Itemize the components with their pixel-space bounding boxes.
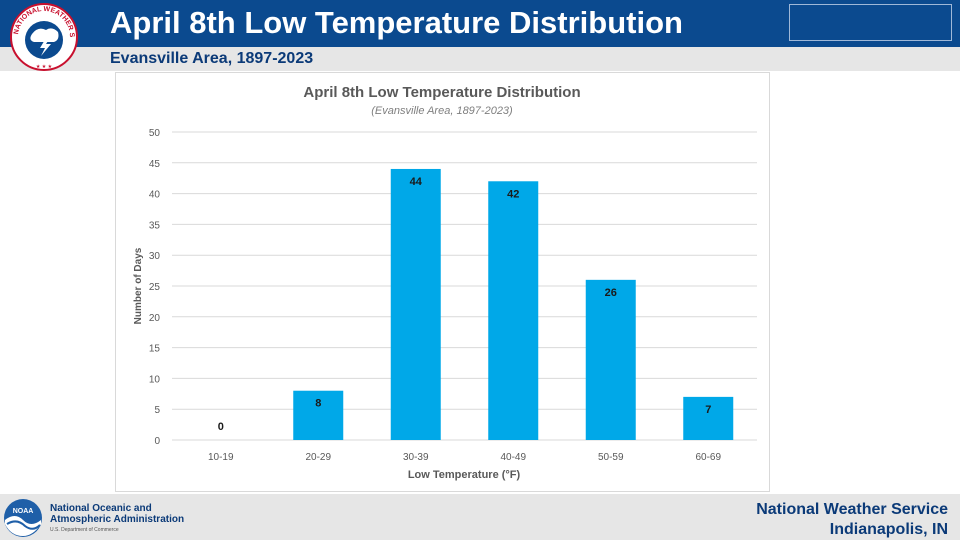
- y-tick-label: 30: [149, 251, 161, 262]
- y-tick-label: 25: [149, 282, 161, 293]
- footer-bar: [0, 494, 960, 540]
- bar: [585, 279, 636, 440]
- x-tick-label: 50-59: [598, 452, 624, 463]
- agency-line-1: National Oceanic and: [50, 503, 152, 514]
- y-tick-label: 35: [149, 220, 161, 231]
- page-subtitle: Evansville Area, 1897-2023: [110, 50, 314, 67]
- x-tick-label: 60-69: [695, 452, 721, 463]
- data-label: 7: [705, 404, 711, 416]
- bar-chart: April 8th Low Temperature Distribution (E…: [133, 84, 757, 481]
- y-tick-label: 20: [149, 313, 161, 324]
- data-label: 44: [410, 176, 423, 188]
- data-label: 0: [218, 421, 224, 433]
- y-tick-label: 10: [149, 374, 161, 385]
- chart-frame: April 8th Low Temperature Distribution (E…: [115, 72, 770, 492]
- bar: [390, 168, 441, 440]
- y-tick-label: 45: [149, 159, 161, 170]
- y-tick-label: 40: [149, 190, 161, 201]
- x-tick-label: 40-49: [500, 452, 526, 463]
- office-name: National Weather Service Indianapolis, I…: [756, 500, 948, 540]
- x-tick-label: 10-19: [208, 452, 234, 463]
- x-tick-label: 20-29: [305, 452, 331, 463]
- nws-logo: NATIONAL WEATHER SERVICE ★ ★ ★: [4, 2, 78, 71]
- svg-text:★ ★ ★: ★ ★ ★: [36, 64, 53, 70]
- chart-subtitle: (Evansville Area, 1897-2023): [371, 105, 513, 117]
- bar: [488, 181, 539, 440]
- bar: [683, 396, 734, 440]
- y-tick-label: 50: [149, 128, 161, 139]
- y-axis-label: Number of Days: [133, 247, 144, 324]
- page-title: April 8th Low Temperature Distribution: [110, 5, 683, 40]
- noaa-logo-text: NOAA: [13, 508, 34, 515]
- subtitle-bar: Evansville Area, 1897-2023: [0, 47, 960, 71]
- y-tick-label: 5: [154, 405, 160, 416]
- x-tick-label: 30-39: [403, 452, 429, 463]
- data-label: 42: [507, 188, 519, 200]
- agency-line-2: Atmospheric Administration: [50, 514, 185, 525]
- data-label: 26: [605, 287, 617, 299]
- agency-name: National Oceanic and Atmospheric Adminis…: [50, 503, 184, 525]
- office-line-1: National Weather Service: [756, 501, 948, 518]
- chart-title: April 8th Low Temperature Distribution: [303, 84, 580, 101]
- office-line-2: Indianapolis, IN: [829, 521, 948, 538]
- y-tick-label: 15: [149, 344, 161, 355]
- header-box: [789, 4, 952, 41]
- noaa-logo: NOAA: [4, 499, 42, 537]
- y-tick-label: 0: [154, 436, 160, 447]
- data-label: 8: [315, 398, 321, 410]
- x-axis-label: Low Temperature (°F): [408, 469, 521, 481]
- department-name: U.S. Department of Commerce: [50, 527, 119, 533]
- bar: [293, 390, 344, 440]
